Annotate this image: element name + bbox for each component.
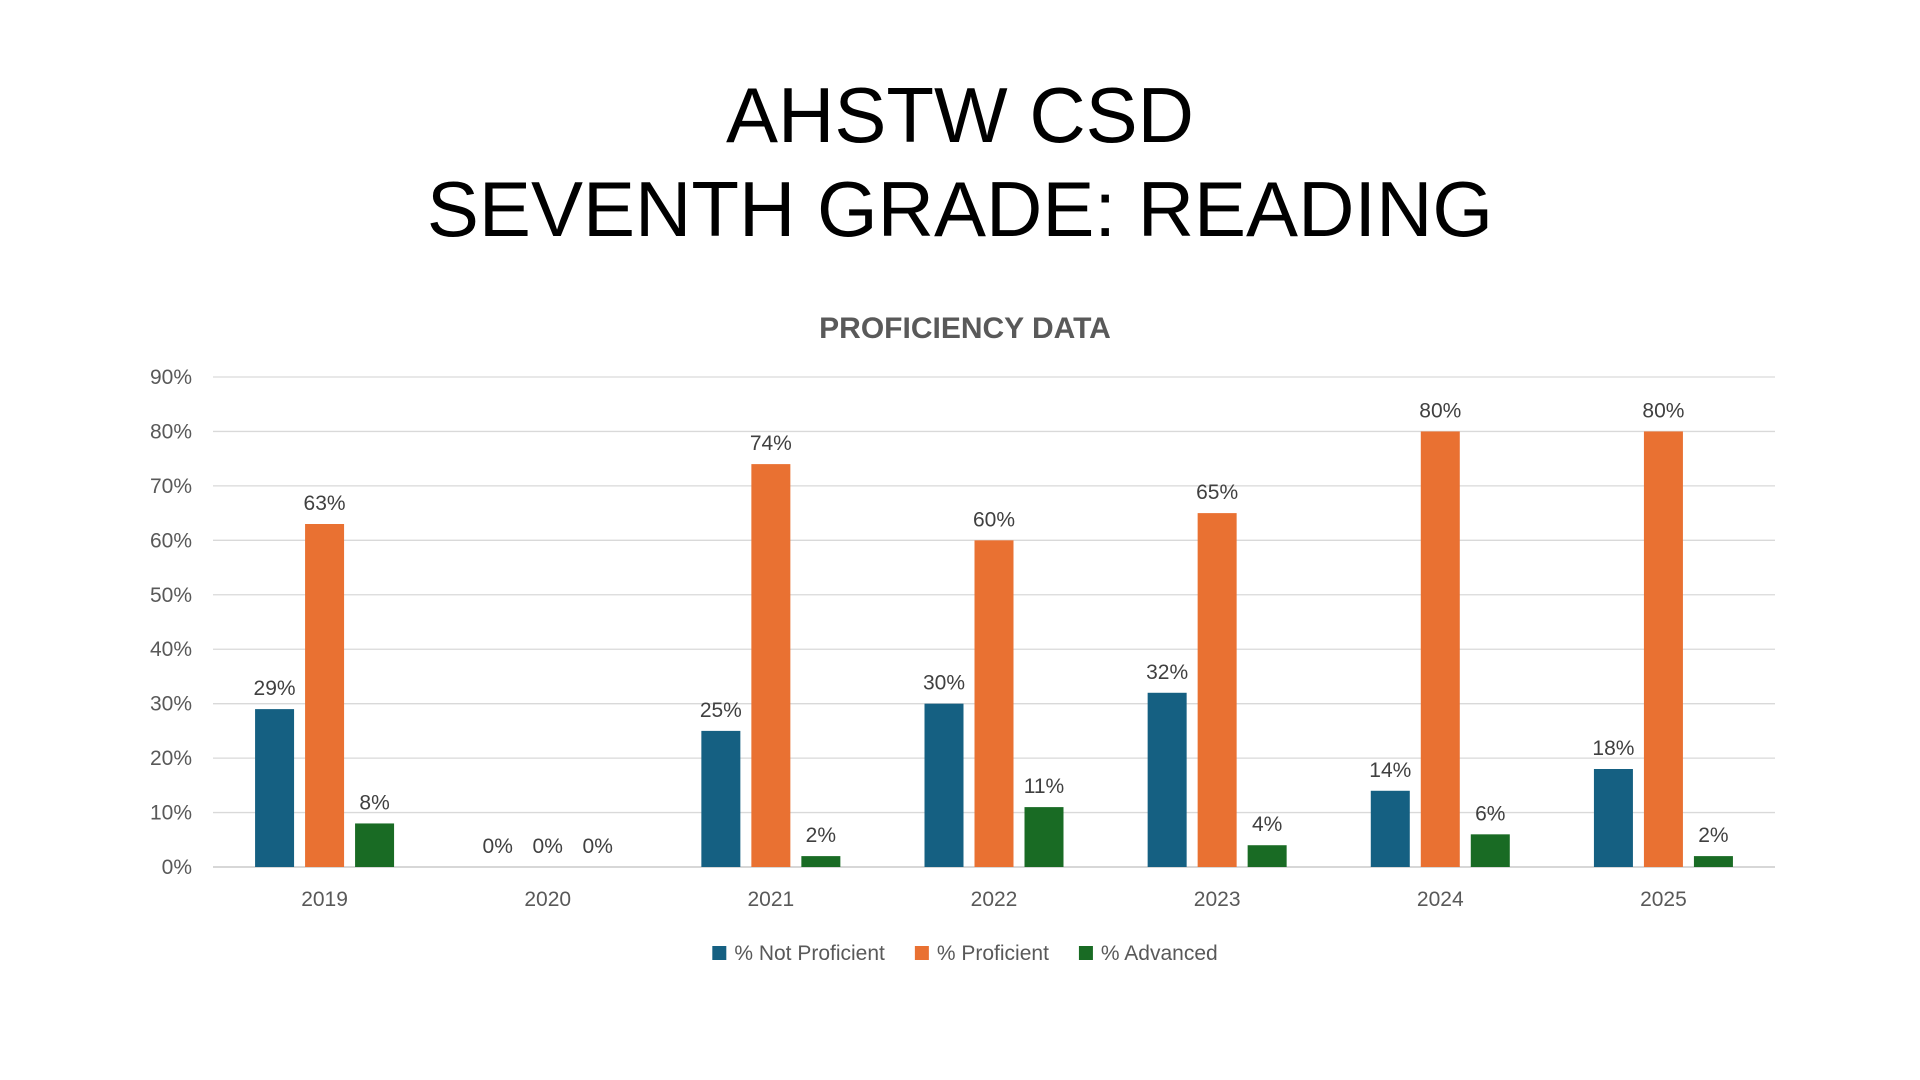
- bar-proficient-2024: [1420, 431, 1460, 867]
- data-label: 29%: [254, 677, 296, 700]
- data-label: 80%: [1419, 399, 1461, 422]
- bars: [255, 431, 1733, 867]
- bar-not-proficient-2023: [1147, 692, 1187, 867]
- bar-proficient-2025: [1643, 431, 1683, 867]
- bar-advanced-2024: [1470, 834, 1510, 867]
- legend-label: % Proficient: [937, 942, 1049, 965]
- data-label: 18%: [1592, 737, 1634, 760]
- data-label: 30%: [923, 672, 965, 695]
- x-axis-ticks: 2019 2020 2021 2022 2023 2024 2025: [301, 888, 1687, 911]
- y-tick-label: 40%: [150, 638, 192, 661]
- y-tick-label: 70%: [150, 475, 192, 498]
- legend-label: % Not Proficient: [734, 942, 885, 965]
- data-label: 6%: [1475, 802, 1505, 825]
- x-tick-label: 2024: [1417, 888, 1464, 911]
- x-tick-label: 2025: [1640, 888, 1687, 911]
- x-tick-label: 2019: [301, 888, 348, 911]
- data-label: 2%: [806, 824, 836, 847]
- bar-proficient-2019: [305, 524, 345, 867]
- data-label: 25%: [700, 699, 742, 722]
- legend-swatch: [1078, 946, 1093, 960]
- data-label: 11%: [1024, 775, 1064, 798]
- slide-title-line-2: SEVENTH GRADE: READING: [426, 165, 1494, 253]
- bar-proficient-2022: [974, 540, 1014, 867]
- y-tick-label: 60%: [150, 529, 192, 552]
- x-tick-label: 2021: [747, 888, 794, 911]
- data-label: 60%: [973, 508, 1015, 531]
- bar-advanced-2022: [1024, 807, 1064, 867]
- y-tick-label: 0%: [162, 856, 192, 879]
- y-tick-label: 90%: [150, 366, 192, 389]
- bar-not-proficient-2019: [255, 709, 295, 867]
- bar-not-proficient-2022: [924, 703, 964, 867]
- data-label: 0%: [583, 835, 613, 858]
- data-labels: 29% 63% 8% 0% 0% 0% 25% 74% 2% 30% 60% 11% 32% 65% 4% 1…: [254, 399, 1729, 858]
- data-label: 65%: [1196, 481, 1238, 504]
- legend-item: % Advanced: [1078, 942, 1218, 965]
- data-label: 0%: [483, 835, 513, 858]
- legend-item: % Not Proficient: [712, 942, 885, 965]
- y-tick-label: 10%: [150, 802, 192, 825]
- bar-advanced-2021: [801, 856, 841, 867]
- data-label: 8%: [359, 791, 389, 814]
- data-label: 32%: [1146, 661, 1188, 684]
- bar-advanced-2025: [1693, 856, 1733, 867]
- data-label: 80%: [1642, 399, 1684, 422]
- y-axis-ticks: 0% 10% 20% 30% 40% 50% 60% 70% 80% 90%: [150, 366, 192, 879]
- bar-proficient-2021: [751, 464, 791, 867]
- bar-advanced-2023: [1247, 845, 1287, 867]
- data-label: 4%: [1252, 813, 1282, 836]
- legend-item: % Proficient: [914, 942, 1049, 965]
- legend-swatch: [712, 946, 727, 960]
- x-tick-label: 2022: [971, 888, 1018, 911]
- data-label: 14%: [1369, 759, 1411, 782]
- bar-not-proficient-2021: [701, 730, 741, 867]
- y-tick-label: 20%: [150, 747, 192, 770]
- legend-label: % Advanced: [1101, 942, 1218, 965]
- x-tick-label: 2023: [1194, 888, 1241, 911]
- y-tick-label: 30%: [150, 693, 192, 716]
- slide-title-line-1: AHSTW CSD: [726, 71, 1194, 159]
- bar-not-proficient-2025: [1593, 769, 1633, 867]
- data-label: 0%: [533, 835, 563, 858]
- bar-proficient-2023: [1197, 513, 1237, 867]
- y-tick-label: 50%: [150, 584, 192, 607]
- y-tick-label: 80%: [150, 420, 192, 443]
- data-label: 74%: [750, 432, 792, 455]
- data-label: 63%: [304, 492, 346, 515]
- data-label: 2%: [1698, 824, 1728, 847]
- chart-title: PROFICIENCY DATA: [819, 312, 1111, 345]
- bar-not-proficient-2024: [1370, 790, 1410, 867]
- legend-swatch: [914, 946, 929, 960]
- x-tick-label: 2020: [524, 888, 571, 911]
- legend: % Not Proficient % Proficient % Advanced: [712, 942, 1218, 965]
- bar-advanced-2019: [355, 823, 395, 867]
